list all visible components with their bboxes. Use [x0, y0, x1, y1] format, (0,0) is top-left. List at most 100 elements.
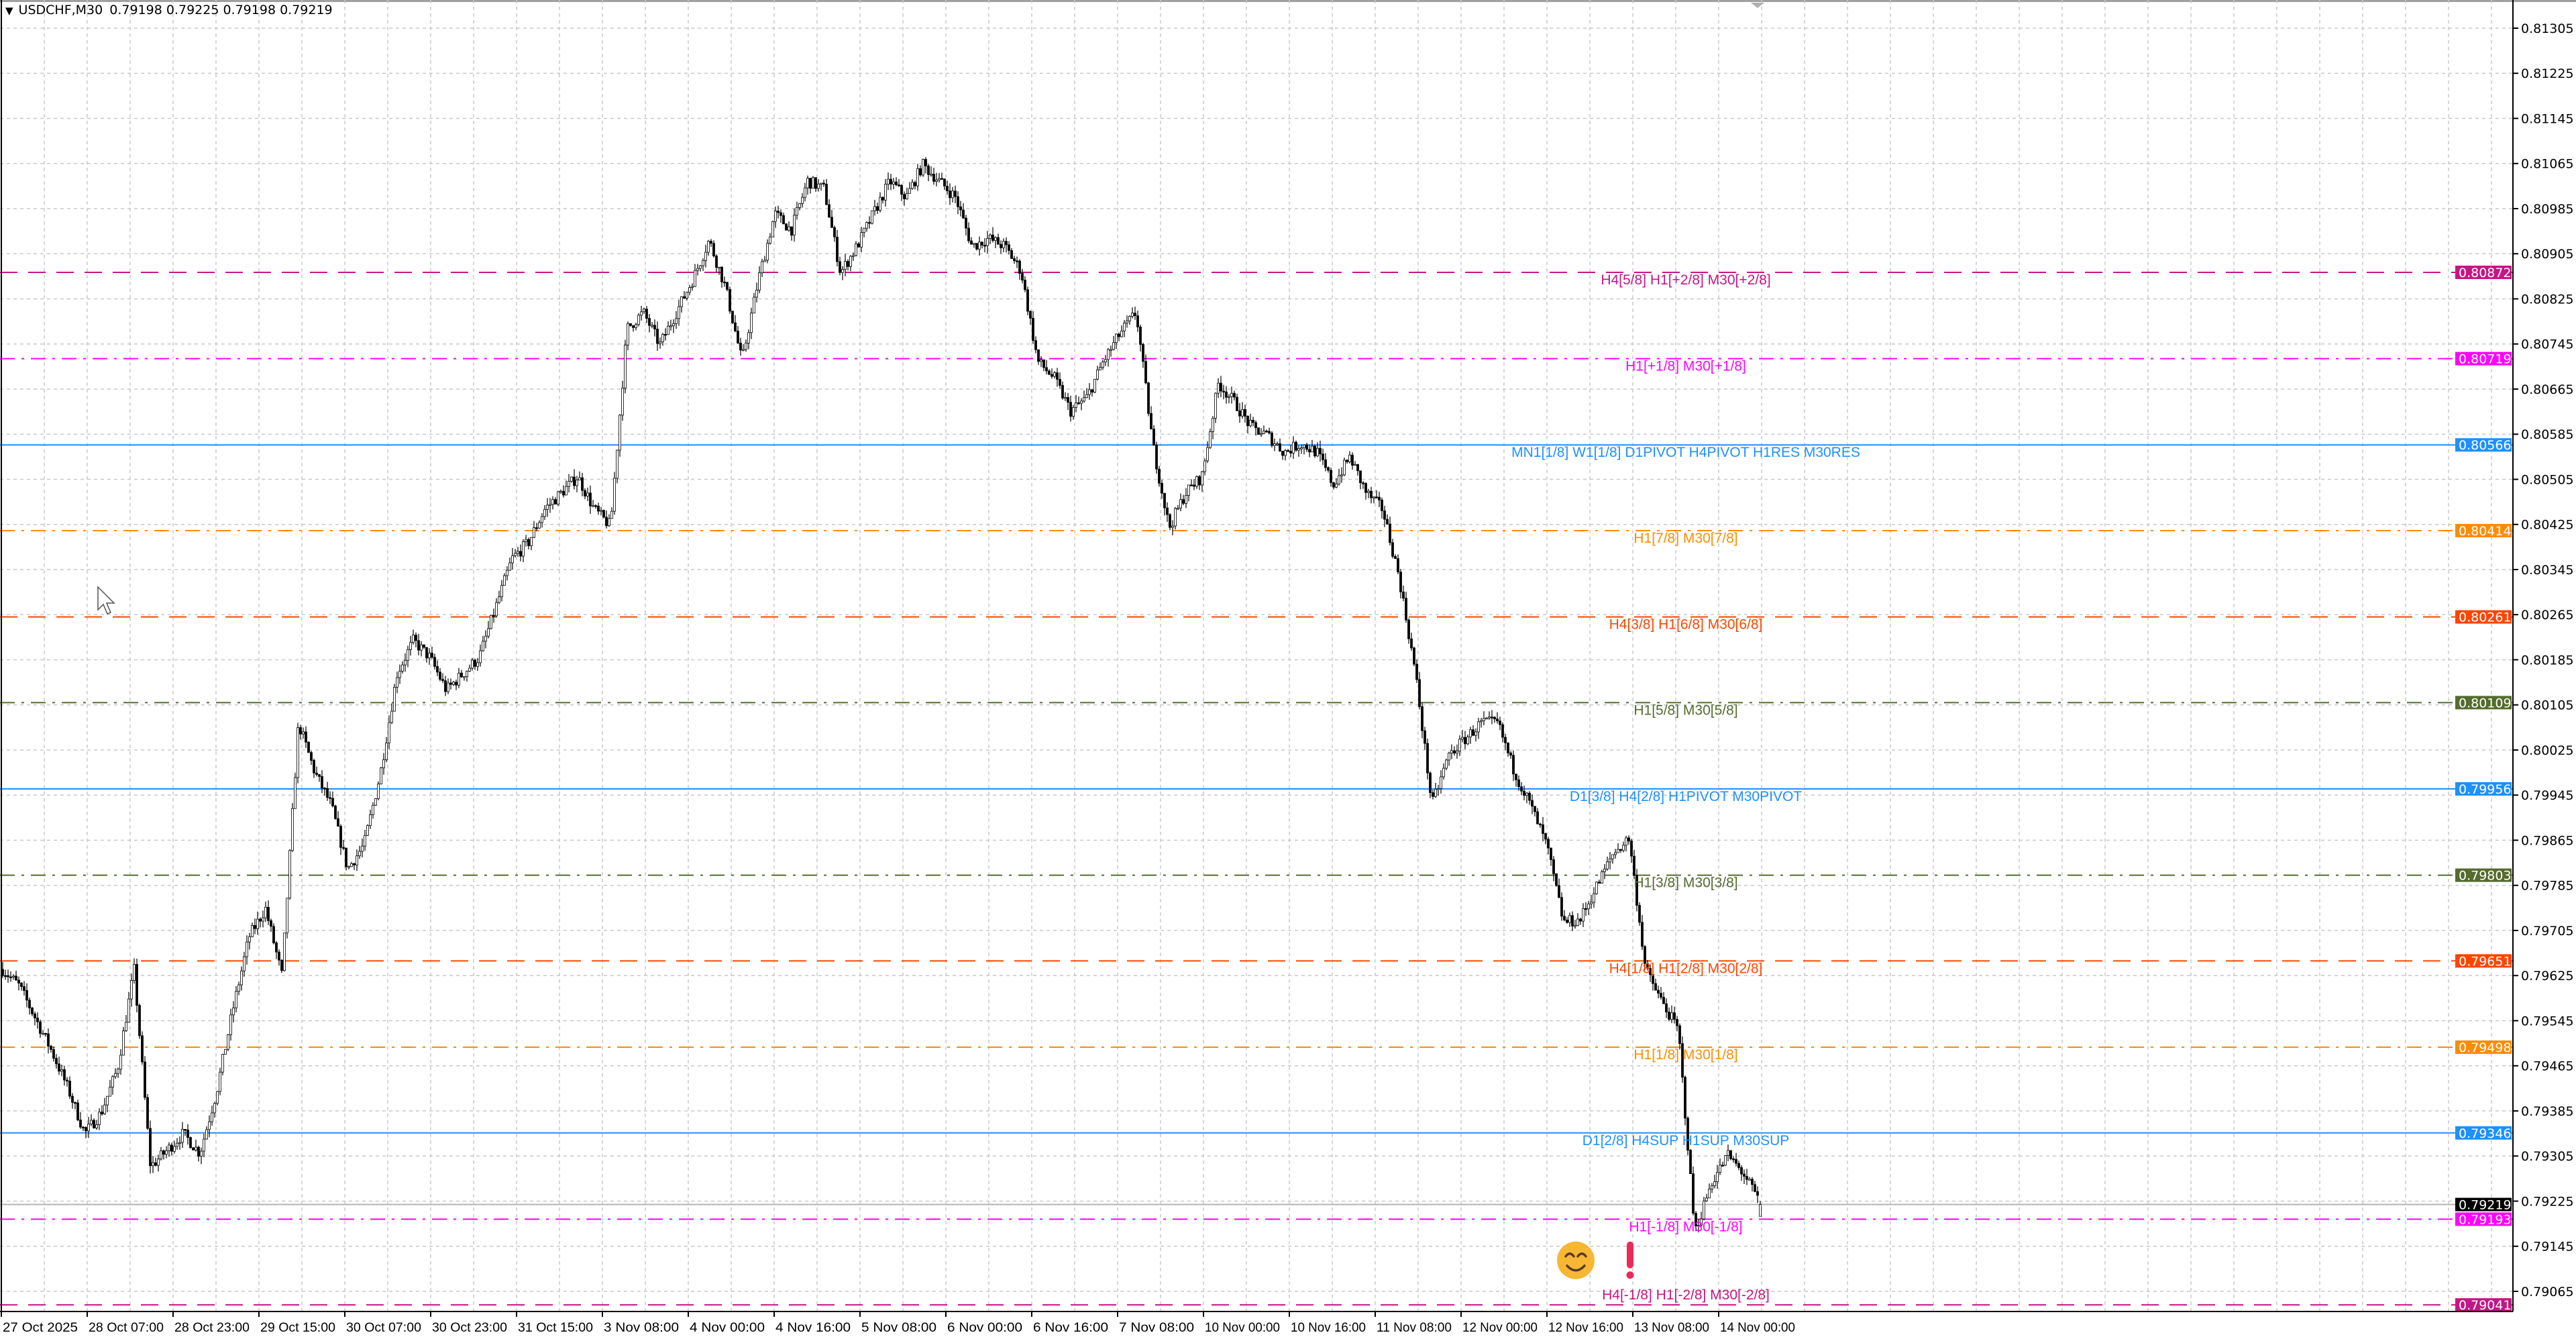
candle-body: [1346, 460, 1348, 462]
price-badge-label: 0.79346: [2459, 1126, 2512, 1141]
candle-body: [444, 680, 447, 692]
candle-body: [1646, 963, 1649, 969]
candle-body: [688, 287, 691, 293]
time-tick-label: 30 Oct 07:00: [346, 1321, 421, 1335]
candle-body: [219, 1071, 221, 1092]
candle-body: [1496, 718, 1499, 722]
time-axis[interactable]: 27 Oct 2025 28 Oct 07:00 28 Oct 23:00 29 Oc…: [0, 0, 2513, 1335]
level-label: H1[7/8] M30[7/8]: [1633, 531, 1737, 546]
candle-body: [951, 191, 954, 199]
candle-body: [1367, 490, 1370, 493]
candle-body: [404, 659, 407, 665]
price-badge: [2455, 782, 2512, 796]
candle-body: [1633, 855, 1635, 876]
candle-body: [613, 478, 616, 512]
scroll-marker-icon[interactable]: [1751, 3, 1764, 8]
candle-body: [288, 850, 291, 899]
candle-body: [1754, 1184, 1756, 1192]
candle-body: [1568, 915, 1571, 923]
candle-body: [372, 804, 374, 815]
level-label: H1[+1/8] M30[+1/8]: [1625, 359, 1746, 374]
candle-body: [305, 731, 307, 743]
candle-body: [1512, 755, 1515, 775]
price-badge-label: 0.79219: [2459, 1198, 2512, 1213]
price-tick-label: 0.80345: [2521, 563, 2574, 578]
candle-body: [1574, 925, 1576, 927]
candle-body: [573, 476, 576, 486]
candle-body: [492, 614, 495, 617]
candle-body: [76, 1102, 79, 1120]
candle-body: [495, 602, 498, 617]
candle-body: [1080, 400, 1083, 404]
candle-body: [707, 241, 710, 253]
candle-body: [160, 1150, 162, 1160]
price-badge: [2455, 610, 2512, 624]
candle-body: [1198, 476, 1201, 486]
candle-body: [1112, 342, 1115, 350]
triangle-down-icon[interactable]: ▼: [5, 5, 13, 17]
price-tick-label: 0.80585: [2521, 427, 2574, 442]
candle-body: [117, 1069, 119, 1074]
candle-body: [138, 1005, 141, 1036]
candle-body: [216, 1091, 219, 1104]
candle-body: [503, 575, 506, 586]
candle-body: [1665, 1003, 1668, 1012]
candle-body: [93, 1120, 95, 1128]
candle-body: [334, 805, 337, 819]
candle-body: [887, 178, 890, 184]
candle-body: [1182, 499, 1185, 504]
candle-body: [957, 196, 959, 207]
candle-body: [508, 562, 511, 571]
candle-body: [1150, 413, 1152, 429]
candle-body: [1370, 490, 1373, 498]
candle-body: [243, 956, 246, 971]
candle-body: [1313, 445, 1316, 457]
candle-body: [1485, 717, 1488, 720]
candle-body: [471, 659, 474, 669]
price-tick-label: 0.79865: [2521, 833, 2574, 848]
candle-body: [47, 1033, 50, 1047]
candle-body: [1311, 445, 1313, 453]
candle-body: [1719, 1165, 1721, 1173]
candle-body: [1271, 433, 1273, 446]
candle-body: [1220, 382, 1222, 392]
candle-body: [4, 975, 7, 977]
candle-body: [358, 851, 361, 857]
candle-body: [1407, 619, 1410, 639]
candle-body: [586, 492, 589, 496]
candle-body: [1203, 460, 1206, 472]
emoji-eyes: [1564, 1252, 1587, 1258]
candle-body: [476, 662, 479, 667]
candle-body: [42, 1032, 44, 1035]
candle-body: [393, 687, 396, 712]
candle-body: [1477, 721, 1480, 733]
candle-body: [1072, 407, 1075, 417]
candle-body: [1627, 837, 1630, 842]
candle-body: [994, 237, 997, 241]
price-tick-label: 0.79145: [2521, 1240, 2574, 1254]
level-label: D1[2/8] H4SUP H1SUP M30SUP: [1582, 1133, 1790, 1148]
candle-body: [696, 268, 699, 271]
candle-body: [967, 227, 970, 242]
candle-body: [1206, 447, 1209, 462]
price-tick-label: 0.81145: [2521, 111, 2574, 126]
price-badge-label: 0.80566: [2459, 438, 2512, 453]
candle-body: [1544, 833, 1547, 840]
candle-body: [23, 986, 25, 991]
candle-body: [272, 926, 275, 943]
candle-body: [1061, 385, 1064, 398]
price-badge: [2455, 523, 2512, 537]
candle-body: [1469, 729, 1472, 738]
price-axis[interactable]: 0.81305 0.81225 0.81145 0.81065 0.80985 0.809…: [2512, 0, 2574, 1311]
candle-body: [1147, 382, 1150, 414]
candle-body: [653, 325, 656, 329]
candle-body: [729, 289, 731, 312]
candle-body: [1034, 340, 1037, 350]
candle-body: [479, 650, 482, 663]
candle-body: [1104, 359, 1107, 362]
candle-body: [125, 1022, 127, 1032]
candle-body: [173, 1146, 176, 1152]
candle-body: [1338, 475, 1340, 484]
time-tick-label: 3 Nov 08:00: [604, 1321, 679, 1335]
